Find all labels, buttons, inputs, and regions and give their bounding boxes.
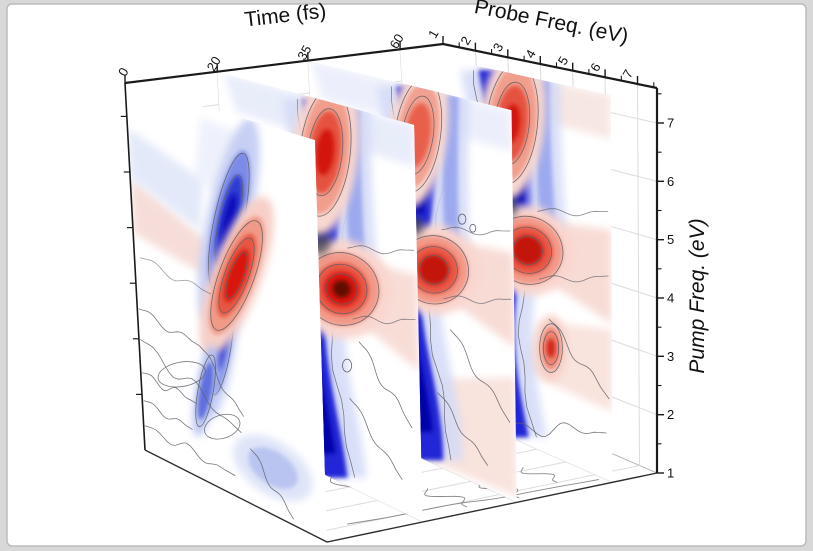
contour-squiggle [140, 339, 242, 434]
pump-tick-label: 6 [667, 174, 674, 189]
contour-squiggle [508, 422, 607, 437]
blob-layer [224, 249, 249, 302]
contour-finger-loop [157, 361, 206, 388]
contour-squiggle [347, 245, 415, 255]
time-tick-label: 35 [294, 43, 314, 63]
contour-squiggle [548, 318, 610, 400]
back-wall-gridline [637, 83, 640, 466]
pump-tick-label: 4 [667, 291, 674, 306]
contour-ring [539, 323, 563, 373]
contour-squiggle [349, 397, 403, 480]
contour-squiggle [141, 372, 197, 404]
blob [199, 196, 274, 355]
contour-slices [125, 49, 613, 542]
pump-tick-label: 5 [667, 232, 674, 247]
contour-ring [210, 220, 263, 331]
contour-squiggle [443, 295, 512, 304]
contour-squiggle [199, 345, 244, 417]
floor-contour-line [520, 466, 558, 483]
contour-ring [218, 237, 255, 314]
contour-squiggle [139, 257, 212, 295]
pump-tick-label: 7 [667, 116, 674, 131]
contour-squiggle [143, 400, 193, 430]
pump-tick-label: 2 [667, 407, 674, 422]
blob-layer [220, 193, 237, 248]
contour-squiggle [249, 448, 295, 520]
pump-tick-label: 1 [667, 466, 674, 481]
time-tick-label: 20 [204, 54, 224, 74]
floor-gridline [310, 465, 640, 535]
contour-ring [225, 252, 248, 299]
contour-ring [457, 213, 467, 225]
tint-wash [127, 127, 204, 231]
contour-squiggle [537, 208, 609, 217]
contour-squiggle [449, 329, 511, 423]
floor-contour-line [347, 479, 599, 525]
slice-t0 [125, 83, 327, 542]
contour-ring [469, 223, 477, 233]
blob-layer [512, 235, 544, 266]
blob-layer [248, 447, 298, 489]
time-tick-label: 60 [386, 31, 406, 51]
contour-ring [325, 273, 358, 305]
contour-squiggle [138, 308, 200, 347]
contour-squiggle [441, 226, 511, 236]
contour-finger-loop [204, 413, 241, 440]
contour-ring [512, 235, 543, 265]
floor-gridline [282, 452, 611, 521]
floor-front-edges [144, 449, 658, 543]
contour-ring [195, 354, 216, 427]
blob-layer [418, 254, 450, 285]
left-edge-axis-line [124, 82, 146, 451]
blob [192, 345, 219, 437]
blob-layer [197, 362, 214, 420]
floor-contour-line [424, 488, 468, 508]
blob-layer [332, 280, 351, 298]
blob-layer [315, 129, 335, 176]
time-axis-line [124, 42, 444, 85]
contour-ring [418, 255, 449, 285]
pump-tick-label: 3 [667, 349, 674, 364]
blob [535, 315, 567, 382]
tint-wash [130, 177, 216, 282]
contour-squiggle [538, 275, 609, 283]
contour-ring [342, 358, 353, 373]
contour-ring [315, 263, 368, 315]
blob-layer [546, 338, 556, 358]
contour-squiggle [352, 315, 416, 325]
contour-ring [542, 331, 560, 366]
contour-squiggle [144, 425, 236, 476]
contour-squiggle [437, 392, 489, 466]
contour-squiggle [358, 341, 413, 429]
pump-axis-title: Pump Freq. (eV) [686, 218, 709, 373]
